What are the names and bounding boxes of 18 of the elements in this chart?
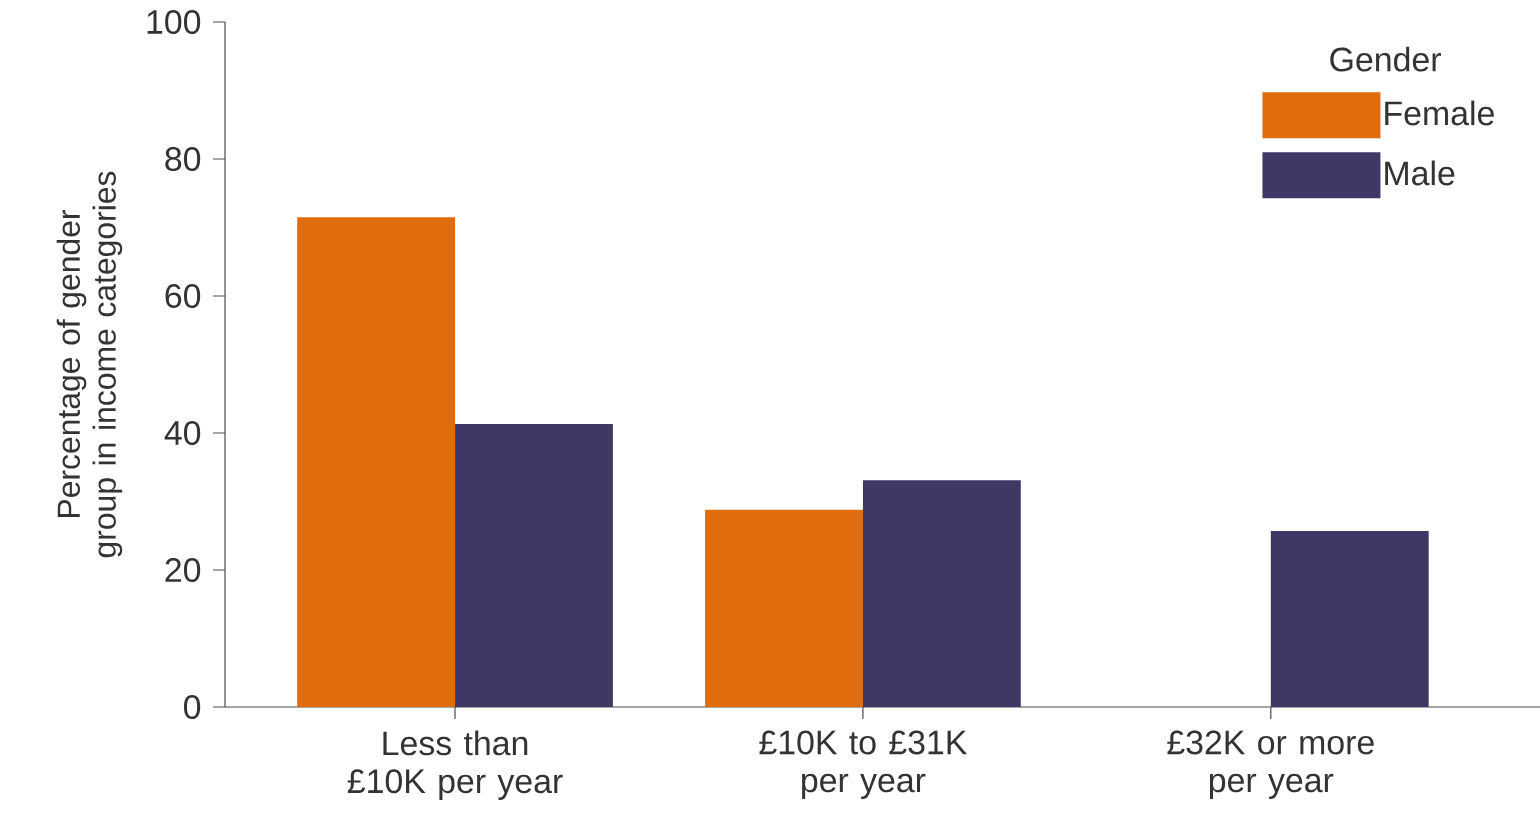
y-tick-label: 80	[165, 147, 201, 171]
legend-label: Male	[1385, 160, 1455, 186]
legend-label: Female	[1385, 100, 1494, 126]
x-tick-label: Less than £10K per year	[347, 730, 563, 800]
x-tick-label: £10K to £31K per year	[759, 730, 968, 800]
bar	[455, 424, 613, 707]
bar	[1270, 530, 1429, 707]
y-tick-label: 60	[165, 284, 201, 308]
bar	[862, 480, 1021, 707]
y-tick-label: 100	[147, 10, 201, 34]
bar	[705, 509, 863, 707]
y-tick-label: 20	[165, 558, 201, 582]
x-tick-label: £32K or more per year	[1167, 730, 1374, 800]
y-tick-label: 0	[184, 695, 201, 719]
legend-title: Gender	[1330, 46, 1441, 72]
y-axis-title: Percentage of gender group in income categories	[56, 171, 123, 558]
y-tick-label: 40	[164, 421, 201, 445]
bar	[297, 217, 456, 707]
